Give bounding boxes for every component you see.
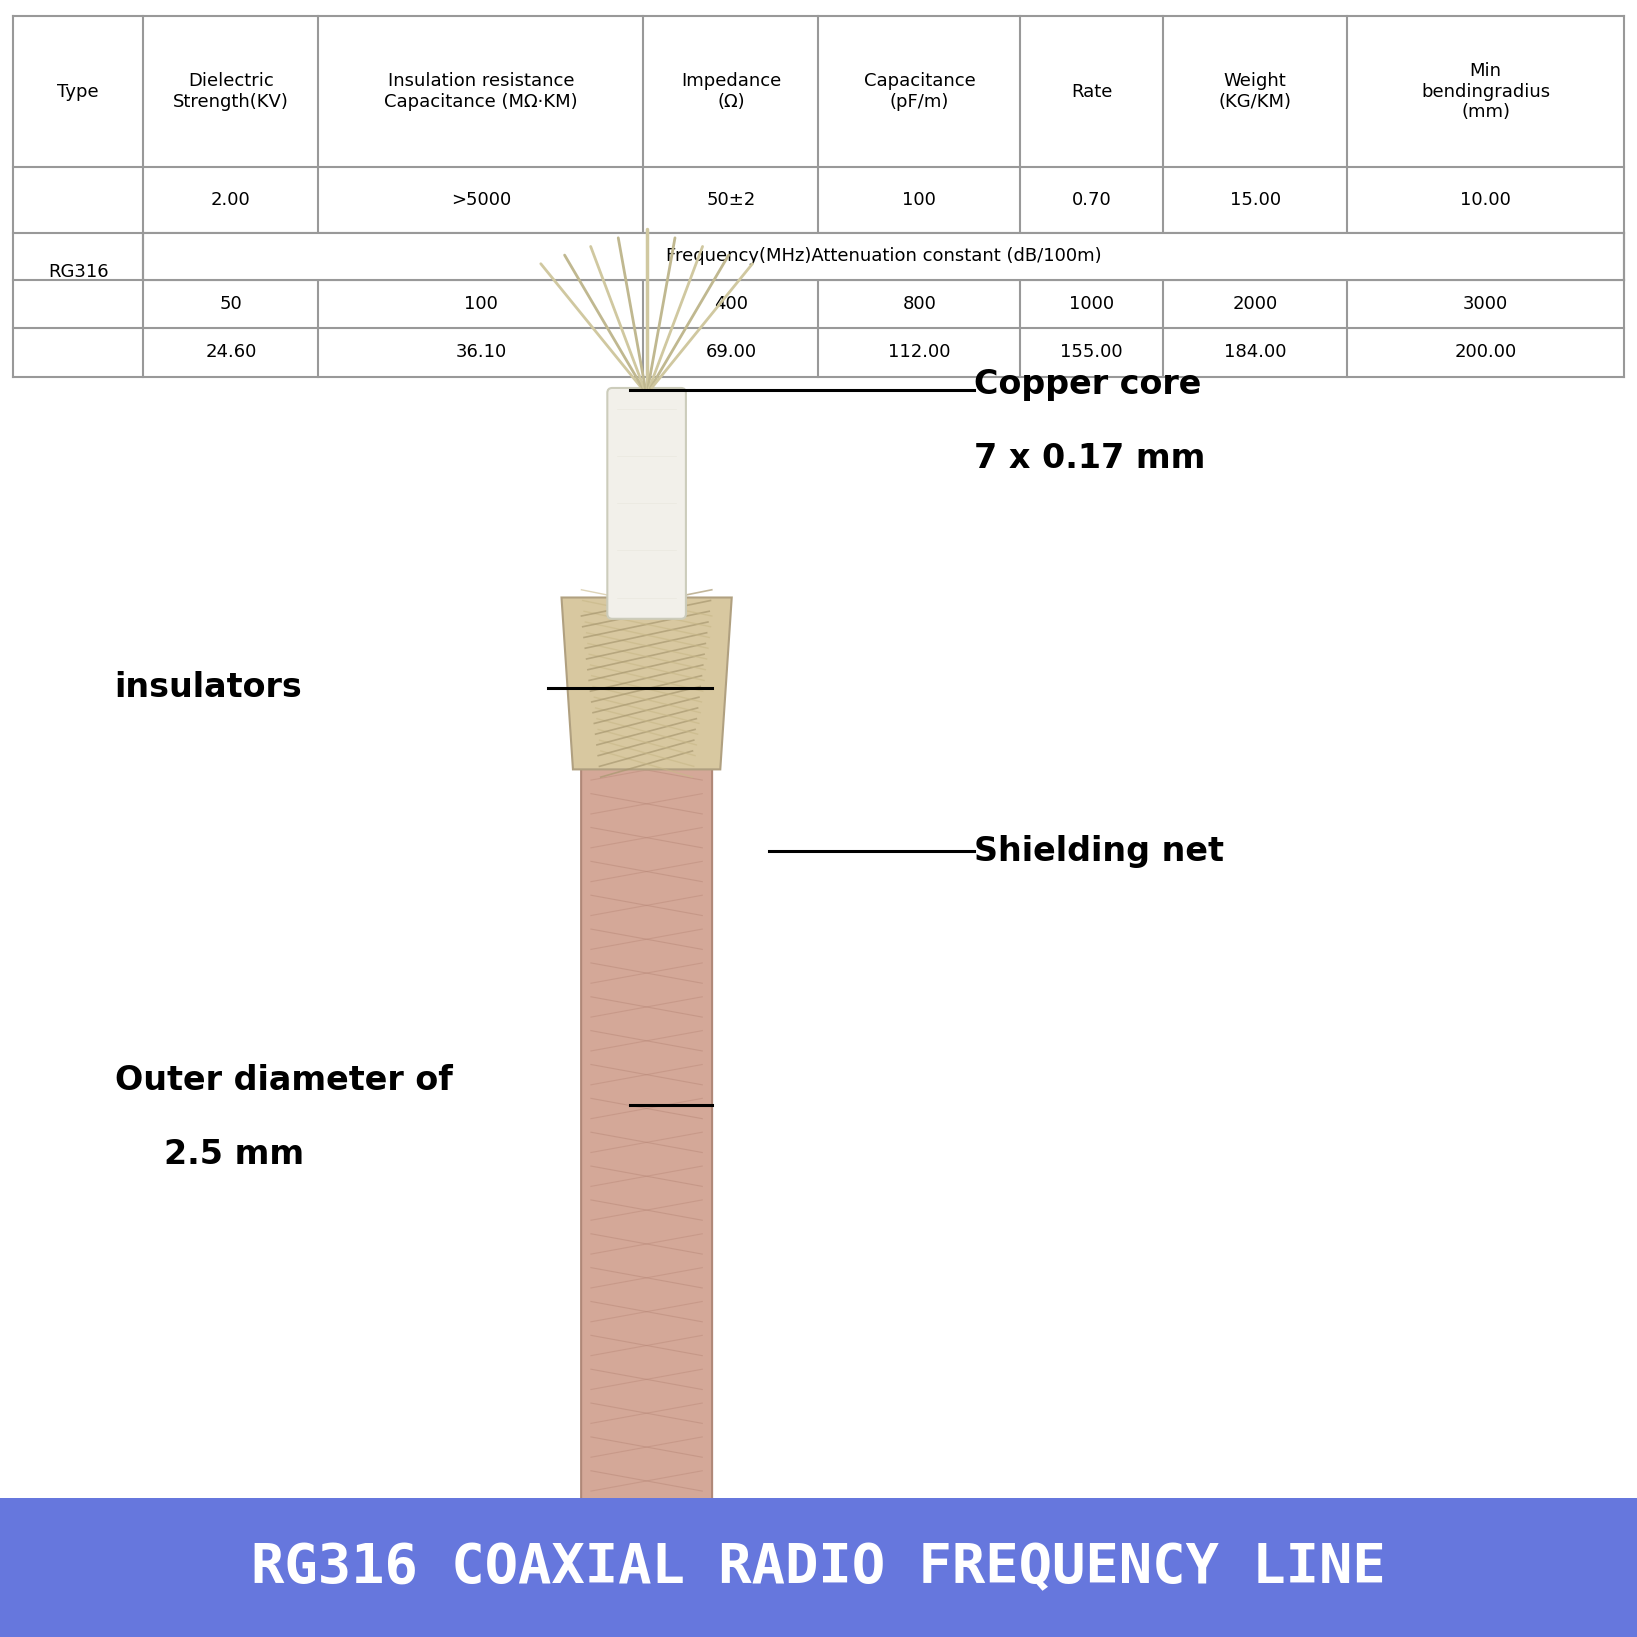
FancyBboxPatch shape: [607, 388, 686, 619]
Text: 24.60: 24.60: [205, 344, 257, 362]
Text: 184.00: 184.00: [1224, 344, 1287, 362]
Text: 2.00: 2.00: [211, 192, 250, 210]
Text: Copper core: Copper core: [974, 368, 1202, 401]
Text: Min
bendingradius
(mm): Min bendingradius (mm): [1421, 62, 1550, 121]
Text: 0.70: 0.70: [1072, 192, 1112, 210]
Text: 2.5 mm: 2.5 mm: [164, 1138, 304, 1170]
Text: 112.00: 112.00: [889, 344, 951, 362]
Text: Type: Type: [57, 82, 100, 100]
Text: 200.00: 200.00: [1454, 344, 1516, 362]
Text: Frequency(MHz)Attenuation constant (dB/100m): Frequency(MHz)Attenuation constant (dB/1…: [666, 247, 1102, 265]
Text: Weight
(KG/KM): Weight (KG/KM): [1218, 72, 1292, 111]
Text: Dielectric
Strength(KV): Dielectric Strength(KV): [174, 72, 288, 111]
Bar: [146, 234, 1622, 278]
Text: 15.00: 15.00: [1229, 192, 1280, 210]
Text: 1000: 1000: [1069, 295, 1115, 313]
Text: Capacitance
(pF/m): Capacitance (pF/m): [864, 72, 976, 111]
Bar: [13, 16, 1624, 377]
Text: 800: 800: [902, 295, 936, 313]
Text: 400: 400: [714, 295, 748, 313]
Bar: [0, 1498, 1637, 1637]
Text: Shielding net: Shielding net: [974, 835, 1224, 868]
Text: Impedance
(Ω): Impedance (Ω): [681, 72, 781, 111]
Text: 69.00: 69.00: [706, 344, 756, 362]
Text: 36.10: 36.10: [455, 344, 506, 362]
Text: RG316: RG316: [47, 262, 108, 280]
Text: 100: 100: [902, 192, 936, 210]
Text: 10.00: 10.00: [1460, 192, 1511, 210]
Text: Outer diameter of: Outer diameter of: [115, 1064, 452, 1097]
Text: 2000: 2000: [1233, 295, 1278, 313]
Text: 7 x 0.17 mm: 7 x 0.17 mm: [974, 442, 1205, 475]
Text: >5000: >5000: [450, 192, 511, 210]
Text: 155.00: 155.00: [1061, 344, 1123, 362]
Text: Rate: Rate: [1071, 82, 1113, 100]
Text: Insulation resistance
Capacitance (MΩ·KM): Insulation resistance Capacitance (MΩ·KM…: [385, 72, 578, 111]
Polygon shape: [561, 598, 732, 769]
Text: 100: 100: [463, 295, 498, 313]
Text: 50: 50: [219, 295, 242, 313]
Text: insulators: insulators: [115, 671, 303, 704]
FancyBboxPatch shape: [581, 748, 712, 1503]
Text: RG316 COAXIAL RADIO FREQUENCY LINE: RG316 COAXIAL RADIO FREQUENCY LINE: [250, 1540, 1387, 1594]
Text: 50±2: 50±2: [707, 192, 756, 210]
Text: 3000: 3000: [1463, 295, 1508, 313]
